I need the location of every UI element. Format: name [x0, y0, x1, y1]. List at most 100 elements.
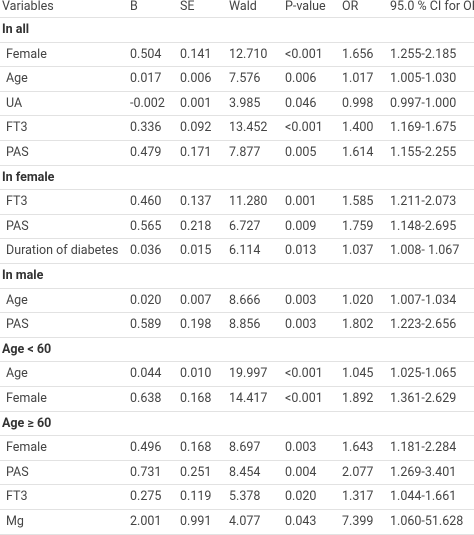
- section-row: In all: [0, 18, 474, 43]
- data-row: FT3 0.460 0.137 11.280 0.001 1.585 1.211-2.073: [0, 190, 474, 215]
- value-cell: 8.454: [229, 464, 261, 480]
- header-cell: OR: [342, 0, 359, 14]
- variable-name: Duration of diabetes: [6, 243, 119, 259]
- value-cell: 7.877: [229, 145, 261, 160]
- value-cell: 0.168: [180, 391, 212, 406]
- variable-name: Age: [6, 366, 28, 382]
- value-cell: 0.092: [180, 120, 212, 136]
- section-title: Age < 60: [2, 341, 52, 357]
- data-row: Mg 2.001 0.991 4.077 0.043 7.399 1.060-51.628: [0, 510, 474, 535]
- value-cell: 6.114: [229, 243, 261, 259]
- value-cell: 0.003: [285, 440, 317, 456]
- value-cell: 1.045: [342, 366, 374, 382]
- section-title: Age ≥ 60: [2, 415, 52, 431]
- value-cell: 0.044: [130, 366, 162, 382]
- value-cell: 0.589: [130, 317, 162, 333]
- value-cell: 0.046: [285, 95, 317, 111]
- value-cell: 0.013: [285, 243, 317, 259]
- value-cell: 0.218: [180, 218, 212, 234]
- variable-name: Female: [6, 46, 47, 62]
- section-title: In all: [2, 22, 30, 37]
- header-cell: SE: [180, 0, 195, 14]
- variable-name: FT3: [6, 194, 28, 210]
- variable-name: Age: [6, 71, 28, 87]
- data-row: PAS 0.565 0.218 6.727 0.009 1.759 1.148-2.695: [0, 215, 474, 240]
- value-cell: 0.638: [130, 391, 162, 406]
- value-cell: 6.727: [229, 218, 261, 234]
- value-cell: 0.251: [180, 464, 212, 480]
- variable-name: PAS: [6, 317, 29, 333]
- value-cell: 0.198: [180, 317, 212, 333]
- value-cell: 0.004: [285, 464, 317, 480]
- value-cell: 1.008- 1.067: [390, 243, 460, 259]
- value-cell: 0.336: [130, 120, 162, 136]
- value-cell: 0.119: [180, 489, 212, 505]
- section-row: Age ≥ 60: [0, 412, 474, 437]
- value-cell: 1.255-2.185: [390, 46, 457, 62]
- value-cell: 1.060-51.628: [390, 514, 464, 529]
- section-row: In male: [0, 264, 474, 289]
- value-cell: 1.802: [342, 317, 374, 333]
- data-row: Duration of diabetes 0.036 0.015 6.114 0.013…: [0, 239, 474, 264]
- header-cell: Wald: [229, 0, 257, 14]
- value-cell: 0.565: [130, 218, 162, 234]
- value-cell: 8.856: [229, 317, 261, 333]
- value-cell: 0.006: [285, 71, 317, 87]
- variable-name: PAS: [6, 218, 29, 234]
- value-cell: 0.997-1.000: [390, 95, 457, 111]
- value-cell: 12.710: [229, 46, 268, 62]
- data-row: Age 0.017 0.006 7.576 0.006 1.017 1.005-1.030: [0, 67, 474, 92]
- value-cell: 7.399: [342, 514, 374, 529]
- value-cell: 1.044-1.661: [390, 489, 457, 505]
- value-cell: <0.001: [285, 120, 323, 136]
- section-title: In male: [2, 268, 44, 283]
- data-row: Female 0.638 0.168 14.417 <0.001 1.892 1.361-2…: [0, 387, 474, 412]
- variable-name: FT3: [6, 489, 28, 505]
- variable-name: FT3: [6, 120, 28, 136]
- header-cell: P-value: [285, 0, 326, 14]
- data-row: UA -0.002 0.001 3.985 0.046 0.998 0.997-1.000: [0, 92, 474, 117]
- value-cell: 0.731: [130, 464, 162, 480]
- data-row: Female 0.496 0.168 8.697 0.003 1.643 1.181-2.2…: [0, 436, 474, 461]
- header-cell: Variables: [2, 0, 54, 14]
- value-cell: 1.400: [342, 120, 374, 136]
- value-cell: 1.155-2.255: [390, 145, 457, 160]
- variable-name: Female: [6, 440, 47, 456]
- value-cell: 0.003: [285, 292, 317, 308]
- value-cell: 0.991: [180, 514, 212, 529]
- value-cell: 1.759: [342, 218, 374, 234]
- value-cell: 2.001: [130, 514, 162, 529]
- value-cell: 0.010: [180, 366, 212, 382]
- value-cell: 0.001: [180, 95, 212, 111]
- value-cell: 1.007-1.034: [390, 292, 457, 308]
- value-cell: 3.985: [229, 95, 261, 111]
- value-cell: 1.169-1.675: [390, 120, 457, 136]
- data-row: PAS 0.731 0.251 8.454 0.004 2.077 1.269-3.401: [0, 461, 474, 486]
- value-cell: 0.020: [285, 489, 317, 505]
- value-cell: <0.001: [285, 46, 323, 62]
- data-row: Female 0.504 0.141 12.710 <0.001 1.656 1.255-2…: [0, 43, 474, 68]
- value-cell: 0.001: [285, 194, 317, 210]
- value-cell: 1.269-3.401: [390, 464, 457, 480]
- value-cell: 0.043: [285, 514, 317, 529]
- value-cell: 1.585: [342, 194, 374, 210]
- header-cell: 95.0 % CI for OR: [390, 0, 474, 14]
- value-cell: -0.002: [130, 95, 165, 111]
- header-row: Variables B SE Wald P-value OR 95.0 % CI for O…: [0, 0, 474, 18]
- value-cell: 7.576: [229, 71, 261, 87]
- variable-name: Age: [6, 292, 28, 308]
- value-cell: 0.141: [180, 46, 212, 62]
- variable-name: PAS: [6, 145, 29, 160]
- value-cell: 0.504: [130, 46, 162, 62]
- value-cell: 5.378: [229, 489, 261, 505]
- value-cell: 0.137: [180, 194, 212, 210]
- variable-name: Mg: [6, 514, 24, 529]
- data-row: FT3 0.275 0.119 5.378 0.020 1.317 1.044-1.661: [0, 485, 474, 510]
- value-cell: 0.479: [130, 145, 162, 160]
- value-cell: 14.417: [229, 391, 268, 406]
- value-cell: 0.005: [285, 145, 317, 160]
- value-cell: 11.280: [229, 194, 268, 210]
- value-cell: 1.005-1.030: [390, 71, 457, 87]
- data-row: Age 0.044 0.010 19.997 <0.001 1.045 1.025-1.06…: [0, 362, 474, 387]
